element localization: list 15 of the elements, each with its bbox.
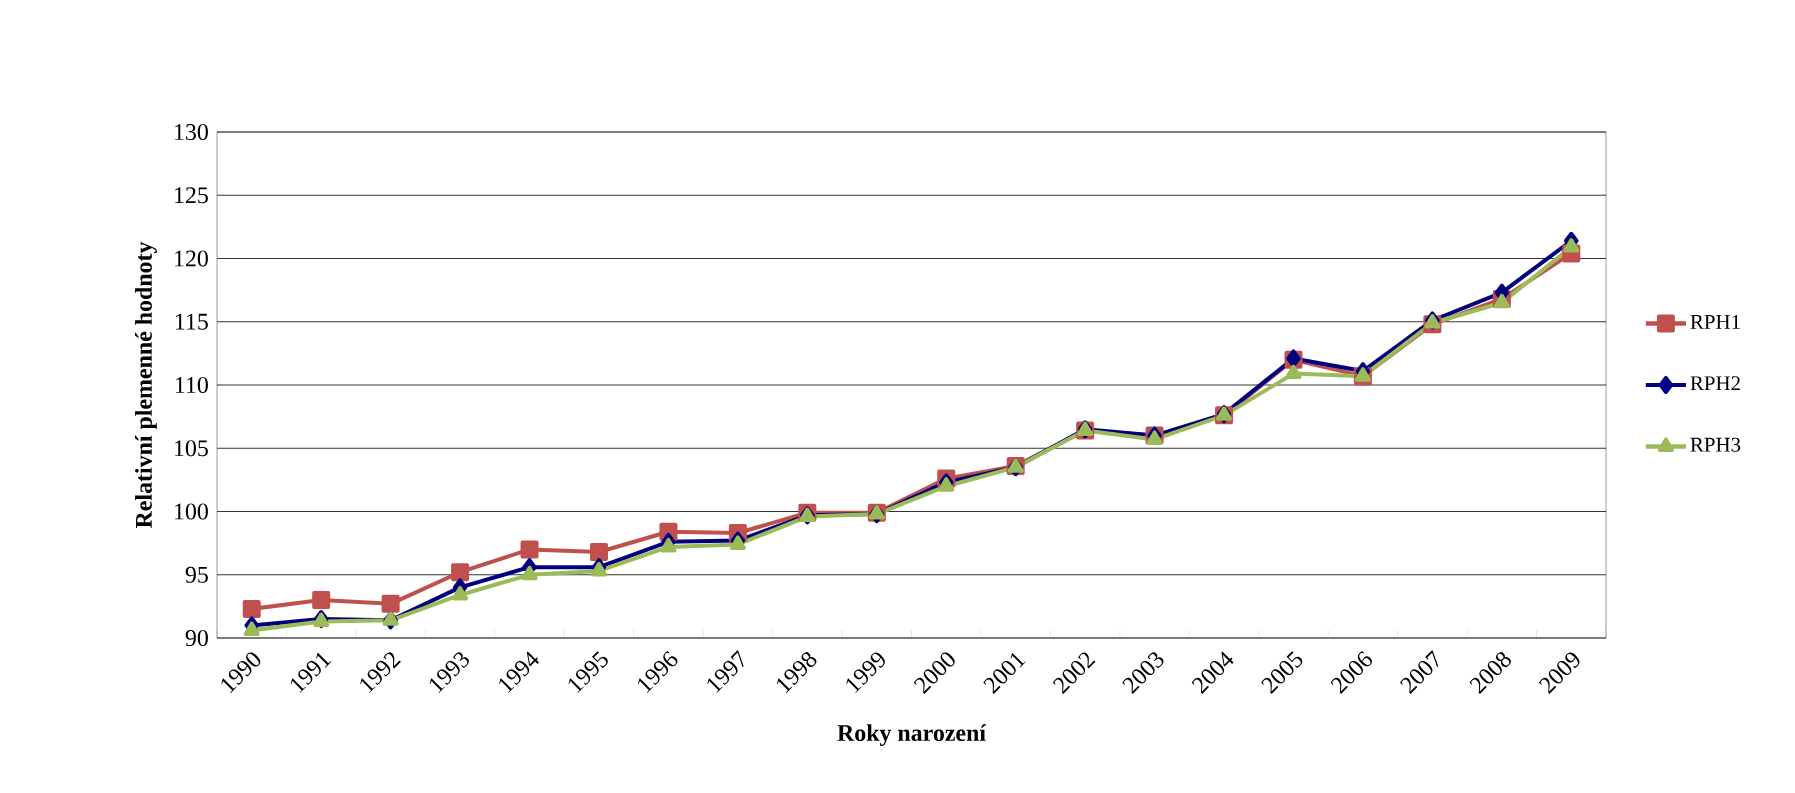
legend-label: RPH2 <box>1690 376 1740 391</box>
legend-label: RPH3 <box>1690 437 1741 452</box>
y-tick-label: 110 <box>175 376 208 394</box>
y-tick-label: 105 <box>175 440 208 457</box>
x-tick-label: 1991 <box>290 652 332 694</box>
y-tick-label: 100 <box>175 503 208 520</box>
y-tick-label: 90 <box>185 629 208 647</box>
y-tick-label: 115 <box>175 313 208 330</box>
y-tick-label: 130 <box>175 123 208 141</box>
y-axis-title: Relativní plemenné hodnoty <box>135 241 157 529</box>
y-tick-label: 120 <box>175 250 208 267</box>
y-tick-label: 95 <box>185 566 208 583</box>
y-tick-label: 125 <box>175 187 208 204</box>
legend-label: RPH1 <box>1690 314 1740 329</box>
x-axis-title: Roky narození <box>837 724 987 746</box>
